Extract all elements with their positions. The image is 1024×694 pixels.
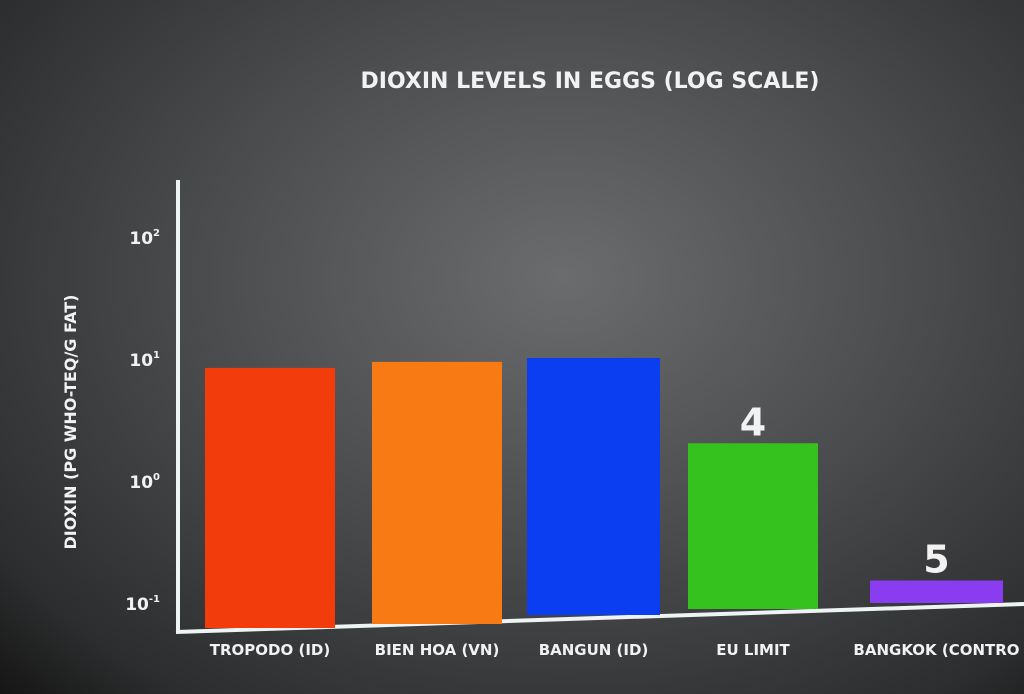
y-tick-label: 10-1 <box>125 594 160 615</box>
y-tick-exponent: -1 <box>149 594 160 605</box>
x-tick-label: BANGUN (ID) <box>539 641 649 659</box>
bar <box>688 443 818 609</box>
bar <box>205 367 335 628</box>
bar-annotation: 4 <box>740 400 766 444</box>
y-tick-exponent: 1 <box>153 350 160 361</box>
chart-title: DIOXIN LEVELS IN EGGS (LOG SCALE) <box>361 69 820 94</box>
y-tick-label: 102 <box>129 228 160 249</box>
x-tick-label: BANGKOK (CONTRO <box>853 641 1019 659</box>
y-axis-label: DIOXIN (PG WHO-TEQ/G FAT) <box>61 295 80 550</box>
bar-annotation: 5 <box>923 538 949 582</box>
x-tick-label: EU LIMIT <box>716 641 790 659</box>
bar <box>372 361 502 624</box>
bar <box>527 358 660 615</box>
x-tick-label: BIEN HOA (VN) <box>375 641 500 659</box>
y-tick-exponent: 0 <box>153 472 160 483</box>
x-tick-label: TROPODO (ID) <box>210 641 330 659</box>
y-tick-label: 101 <box>129 350 160 371</box>
y-tick-label: 100 <box>129 472 160 493</box>
bar <box>870 580 1003 603</box>
y-tick-exponent: 2 <box>153 228 160 239</box>
